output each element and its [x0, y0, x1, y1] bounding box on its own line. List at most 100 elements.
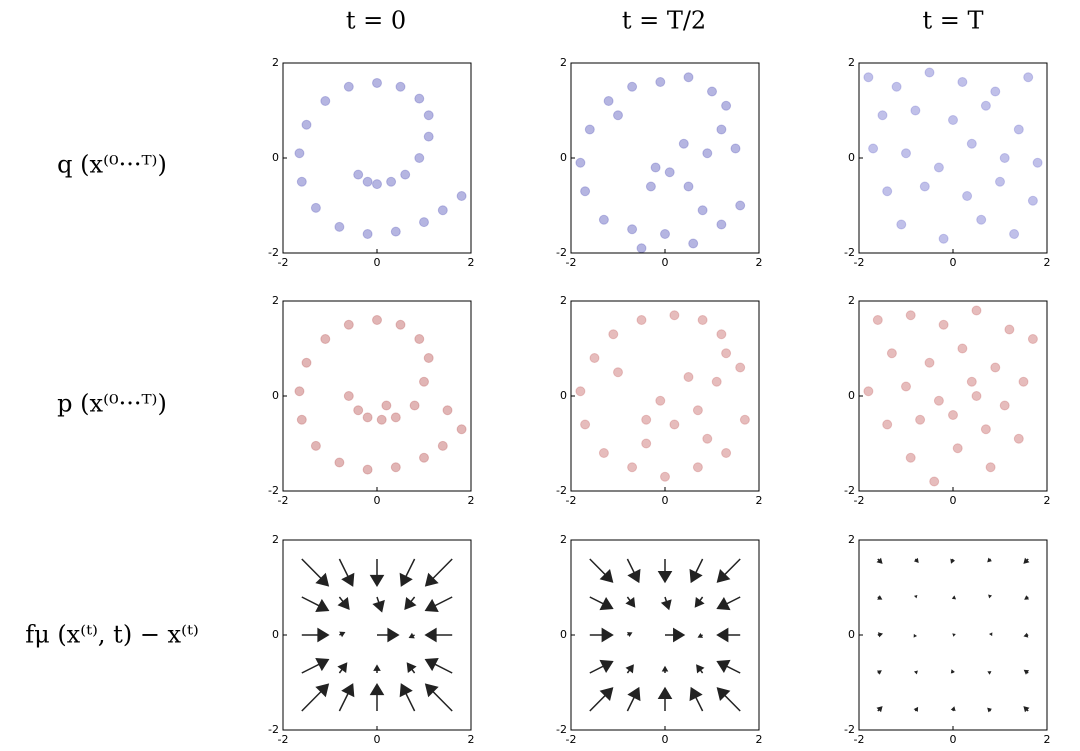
point — [584, 124, 595, 135]
point — [962, 191, 973, 201]
arrow — [372, 596, 385, 613]
point — [645, 181, 656, 192]
point — [980, 100, 991, 111]
x-tick-label: 2 — [1044, 256, 1051, 269]
point — [966, 376, 977, 387]
arrow — [694, 596, 705, 608]
arrow — [399, 683, 416, 712]
point — [716, 219, 727, 230]
point — [362, 229, 373, 239]
point — [381, 400, 392, 411]
point — [716, 124, 727, 135]
arrow — [665, 627, 686, 643]
arrow — [424, 658, 453, 674]
point — [999, 153, 1010, 163]
column-title: t = T/2 — [622, 7, 706, 35]
point — [372, 315, 382, 325]
point — [1027, 334, 1038, 344]
point — [721, 348, 732, 359]
arrow — [988, 632, 993, 637]
point — [697, 205, 708, 216]
point — [414, 334, 425, 344]
x-tick-label: -2 — [278, 256, 289, 269]
panel: -2 0 2 -2 0 2 — [556, 533, 762, 746]
point — [976, 214, 987, 225]
arrow — [689, 686, 704, 712]
point — [1027, 195, 1038, 206]
arrow — [424, 558, 453, 587]
x-tick-label: -2 — [854, 494, 865, 507]
point — [294, 386, 305, 397]
plot-area — [283, 63, 471, 253]
y-tick-label: 0 — [560, 628, 567, 641]
arrow — [877, 595, 883, 600]
arrow — [377, 627, 400, 643]
point — [400, 169, 411, 180]
arrow — [589, 558, 614, 583]
arrow — [660, 596, 672, 611]
y-tick-label: 2 — [272, 533, 279, 546]
point — [608, 329, 619, 340]
point — [334, 221, 345, 232]
point — [711, 376, 722, 387]
point — [735, 200, 746, 211]
arrow — [626, 686, 641, 712]
point — [423, 353, 434, 363]
arrow — [338, 558, 355, 587]
point — [990, 362, 1001, 373]
panel: -2 0 2 -2 0 2 — [268, 56, 474, 269]
point — [414, 93, 425, 104]
arrow — [913, 633, 918, 638]
point — [863, 386, 874, 397]
x-tick-label: 0 — [374, 733, 381, 746]
arrow — [1024, 595, 1030, 600]
x-tick-label: 0 — [374, 256, 381, 269]
arrow — [876, 557, 883, 564]
y-tick-label: 2 — [848, 294, 855, 307]
point — [423, 110, 434, 121]
point — [901, 381, 911, 392]
point — [683, 372, 694, 382]
row-label: fμ (x⁽ᵗ⁾, t) − x⁽ᵗ⁾ — [25, 621, 199, 649]
arrow — [689, 558, 704, 584]
point — [664, 167, 675, 178]
panel: -2 0 2 -2 0 2 — [844, 533, 1050, 746]
arrow — [589, 596, 614, 611]
arrow — [716, 558, 741, 583]
arrow — [913, 594, 918, 599]
y-tick-label: 2 — [560, 294, 567, 307]
point — [437, 205, 448, 216]
point — [1004, 324, 1015, 335]
point — [603, 96, 614, 106]
point — [353, 169, 364, 180]
y-tick-label: 0 — [848, 628, 855, 641]
x-tick-label: 0 — [950, 494, 957, 507]
point — [641, 438, 652, 449]
point — [650, 162, 661, 173]
point — [296, 176, 307, 187]
point — [995, 176, 1005, 187]
arrow — [716, 596, 741, 611]
point — [456, 191, 467, 201]
arrow — [657, 686, 673, 711]
point — [891, 81, 902, 92]
y-tick-label: 0 — [272, 628, 279, 641]
point — [1032, 157, 1043, 168]
arrow — [406, 662, 417, 674]
y-tick-label: -2 — [556, 484, 567, 497]
panel: -2 0 2 -2 0 2 — [268, 294, 474, 507]
arrow — [301, 658, 330, 674]
y-tick-label: 0 — [560, 389, 567, 402]
point — [669, 419, 680, 430]
panel: -2 0 2 -2 0 2 — [844, 56, 1050, 269]
arrow — [696, 664, 705, 674]
arrow — [987, 557, 992, 563]
point — [905, 452, 916, 463]
plot-area — [571, 301, 759, 491]
x-tick-label: -2 — [566, 256, 577, 269]
y-tick-label: -2 — [268, 723, 279, 736]
arrow — [301, 683, 330, 712]
point — [896, 219, 907, 230]
arrow — [301, 558, 330, 587]
